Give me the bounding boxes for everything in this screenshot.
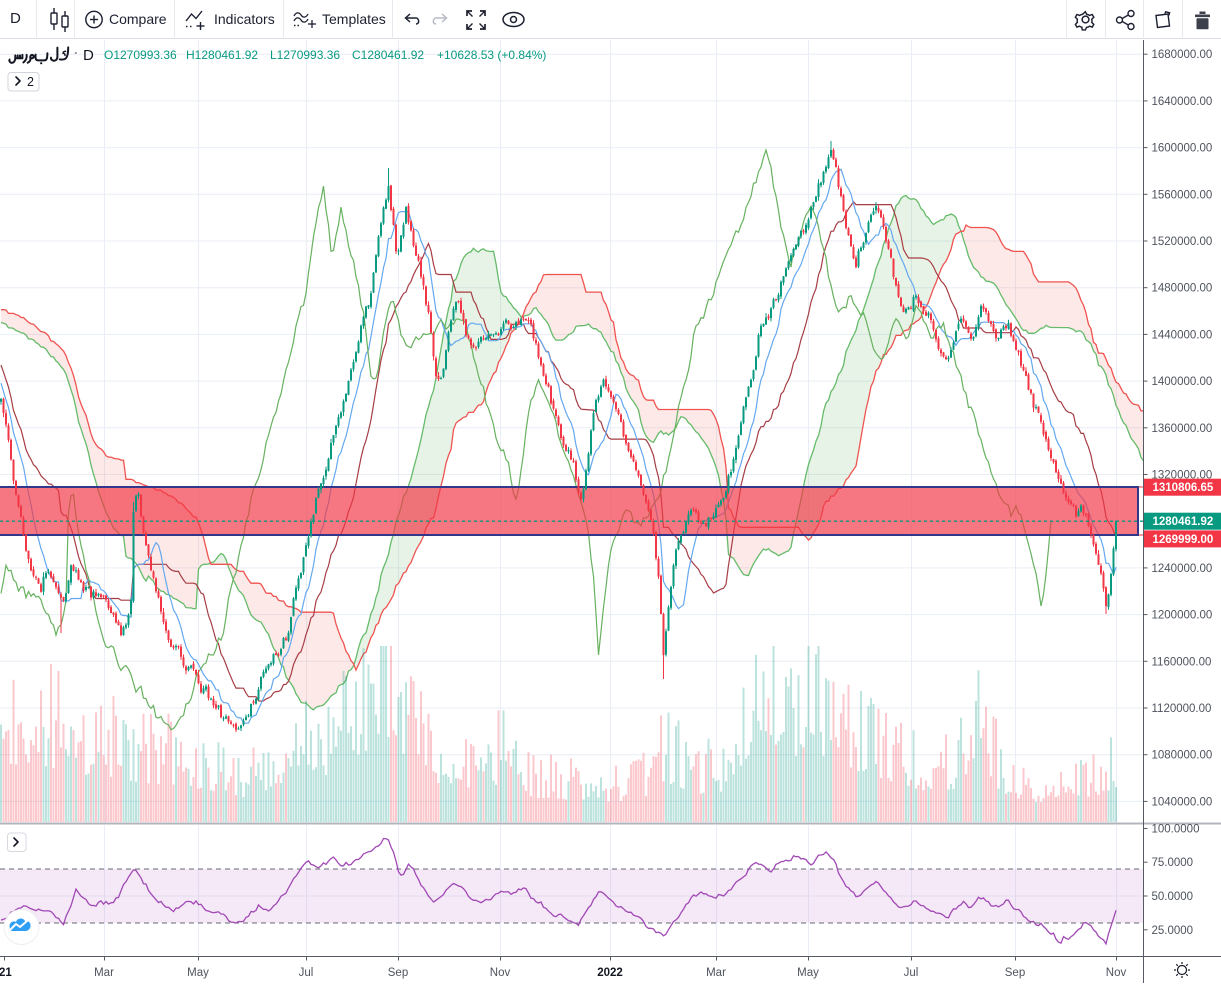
svg-text:Jul: Jul — [299, 967, 314, 979]
svg-text:Nov: Nov — [490, 967, 511, 979]
svg-text:1600000.00: 1600000.00 — [1152, 143, 1213, 155]
svg-text:Mar: Mar — [94, 967, 114, 979]
svg-text:2: 2 — [27, 75, 34, 89]
svg-text:Jul: Jul — [904, 967, 919, 979]
svg-text:D: D — [83, 47, 94, 64]
svg-text:75.0000: 75.0000 — [1152, 857, 1194, 869]
svg-text:1520000.00: 1520000.00 — [1152, 236, 1213, 248]
svg-text:2022: 2022 — [597, 967, 623, 979]
svg-text:Sep: Sep — [388, 967, 408, 979]
svg-text:1640000.00: 1640000.00 — [1152, 96, 1213, 108]
svg-text:1200000.00: 1200000.00 — [1152, 610, 1213, 622]
svg-text:1280461.92: 1280461.92 — [1153, 516, 1214, 528]
svg-text:1120000.00: 1120000.00 — [1152, 703, 1212, 715]
svg-text:Mar: Mar — [706, 967, 726, 979]
svg-text:'21: '21 — [0, 967, 12, 979]
svg-text:1560000.00: 1560000.00 — [1152, 189, 1213, 201]
svg-text:Sep: Sep — [1005, 967, 1025, 979]
svg-text:May: May — [187, 967, 209, 979]
svg-text:100.0000: 100.0000 — [1152, 824, 1200, 836]
svg-text:Nov: Nov — [1106, 967, 1127, 979]
svg-text:1320000.00: 1320000.00 — [1152, 470, 1213, 482]
svg-text:25.0000: 25.0000 — [1152, 925, 1194, 937]
svg-text:1680000.00: 1680000.00 — [1152, 49, 1213, 61]
svg-text:50.0000: 50.0000 — [1152, 891, 1194, 903]
svg-text:May: May — [797, 967, 819, 979]
svg-text:1480000.00: 1480000.00 — [1152, 283, 1213, 295]
svg-text:1440000.00: 1440000.00 — [1152, 329, 1213, 341]
svg-text:1040000.00: 1040000.00 — [1152, 796, 1213, 808]
svg-text:1160000.00: 1160000.00 — [1152, 656, 1212, 668]
svg-text:1269999.00: 1269999.00 — [1153, 534, 1214, 546]
svg-text:1400000.00: 1400000.00 — [1152, 376, 1213, 388]
svg-text:1080000.00: 1080000.00 — [1152, 750, 1213, 762]
svg-text:1310806.65: 1310806.65 — [1153, 482, 1214, 494]
svg-text:1360000.00: 1360000.00 — [1152, 423, 1213, 435]
svg-text:1240000.00: 1240000.00 — [1152, 563, 1213, 575]
